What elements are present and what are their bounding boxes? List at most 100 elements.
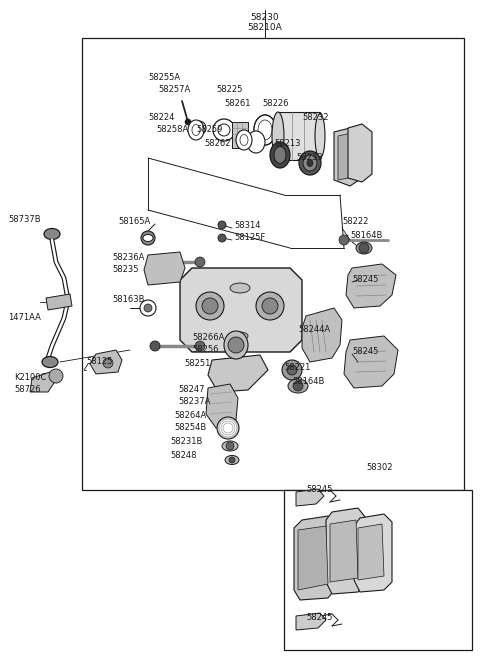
Circle shape: [195, 124, 203, 132]
Ellipse shape: [188, 120, 204, 140]
Polygon shape: [90, 350, 122, 374]
Circle shape: [202, 298, 218, 314]
Polygon shape: [338, 132, 358, 180]
Text: 58247: 58247: [178, 386, 204, 394]
Ellipse shape: [287, 365, 297, 375]
Circle shape: [293, 381, 303, 391]
Ellipse shape: [258, 120, 272, 140]
Text: 58255A: 58255A: [148, 73, 180, 83]
Circle shape: [49, 369, 63, 383]
Text: 58245: 58245: [352, 348, 378, 356]
Polygon shape: [278, 112, 320, 160]
Text: 58225: 58225: [216, 85, 242, 94]
Polygon shape: [348, 124, 372, 182]
Circle shape: [256, 292, 284, 320]
Ellipse shape: [192, 121, 206, 135]
Text: 58210A: 58210A: [248, 24, 282, 33]
Polygon shape: [206, 384, 238, 428]
Circle shape: [195, 341, 205, 351]
Text: 58254B: 58254B: [174, 424, 206, 432]
Ellipse shape: [217, 417, 239, 439]
Polygon shape: [302, 308, 342, 362]
Ellipse shape: [240, 134, 248, 146]
Text: 58125F: 58125F: [234, 232, 265, 241]
Ellipse shape: [219, 419, 237, 437]
Circle shape: [150, 341, 160, 351]
Polygon shape: [358, 524, 384, 580]
Circle shape: [150, 257, 160, 267]
Ellipse shape: [254, 115, 276, 145]
Ellipse shape: [236, 130, 252, 150]
Ellipse shape: [315, 114, 325, 158]
Text: 58213: 58213: [274, 138, 300, 148]
Circle shape: [196, 292, 224, 320]
Polygon shape: [346, 264, 396, 308]
Text: 58258A: 58258A: [156, 125, 188, 134]
Ellipse shape: [225, 455, 239, 464]
Text: 58302: 58302: [366, 464, 393, 472]
Circle shape: [339, 235, 349, 245]
Text: 58244A: 58244A: [298, 325, 330, 335]
Text: 58259: 58259: [196, 125, 222, 134]
Polygon shape: [180, 268, 302, 352]
Ellipse shape: [303, 155, 317, 171]
Ellipse shape: [272, 112, 284, 160]
Text: 58163B: 58163B: [112, 295, 144, 304]
Text: 58231B: 58231B: [170, 438, 203, 447]
Ellipse shape: [288, 379, 308, 393]
Polygon shape: [298, 526, 328, 590]
Ellipse shape: [282, 360, 302, 380]
Circle shape: [103, 358, 113, 368]
Text: 58266A: 58266A: [192, 333, 224, 342]
Ellipse shape: [224, 331, 248, 359]
Polygon shape: [334, 128, 362, 186]
Circle shape: [229, 457, 235, 463]
Text: 58125: 58125: [86, 358, 112, 367]
Circle shape: [185, 119, 191, 125]
Polygon shape: [30, 372, 56, 392]
Polygon shape: [354, 514, 392, 592]
Text: 58726: 58726: [14, 386, 41, 394]
Circle shape: [226, 442, 234, 450]
Ellipse shape: [274, 146, 286, 163]
Text: K2100C: K2100C: [14, 373, 47, 382]
Polygon shape: [294, 516, 336, 600]
Ellipse shape: [42, 356, 58, 367]
Ellipse shape: [247, 131, 265, 153]
Ellipse shape: [192, 125, 200, 136]
Ellipse shape: [307, 159, 313, 167]
Circle shape: [218, 234, 226, 242]
Circle shape: [144, 304, 152, 312]
Text: 58164B: 58164B: [292, 377, 324, 386]
Text: 58235: 58235: [112, 266, 139, 274]
Circle shape: [218, 221, 226, 229]
Text: 58245: 58245: [306, 485, 332, 495]
Ellipse shape: [299, 151, 321, 175]
Text: 58264A: 58264A: [174, 411, 206, 420]
Ellipse shape: [232, 332, 248, 340]
Ellipse shape: [230, 283, 250, 293]
Text: 58164B: 58164B: [350, 232, 383, 241]
Text: 58237A: 58237A: [178, 398, 210, 407]
Text: 58226: 58226: [262, 98, 288, 108]
Text: 58737B: 58737B: [8, 216, 41, 224]
Text: 58230: 58230: [251, 14, 279, 22]
Circle shape: [359, 243, 369, 253]
Circle shape: [262, 298, 278, 314]
Text: 58251: 58251: [184, 358, 210, 367]
Polygon shape: [208, 355, 268, 392]
Polygon shape: [46, 294, 72, 310]
Circle shape: [195, 257, 205, 267]
Ellipse shape: [143, 234, 153, 241]
Bar: [284, 490, 472, 650]
Text: 58221: 58221: [284, 363, 311, 373]
Ellipse shape: [254, 115, 276, 145]
Text: 58224: 58224: [148, 112, 174, 121]
Ellipse shape: [356, 242, 372, 254]
Text: 58165A: 58165A: [118, 218, 150, 226]
Text: 58222: 58222: [342, 218, 368, 226]
Ellipse shape: [213, 119, 235, 141]
Text: 58261: 58261: [224, 98, 251, 108]
Text: 58245: 58245: [352, 276, 378, 285]
Polygon shape: [326, 508, 366, 594]
